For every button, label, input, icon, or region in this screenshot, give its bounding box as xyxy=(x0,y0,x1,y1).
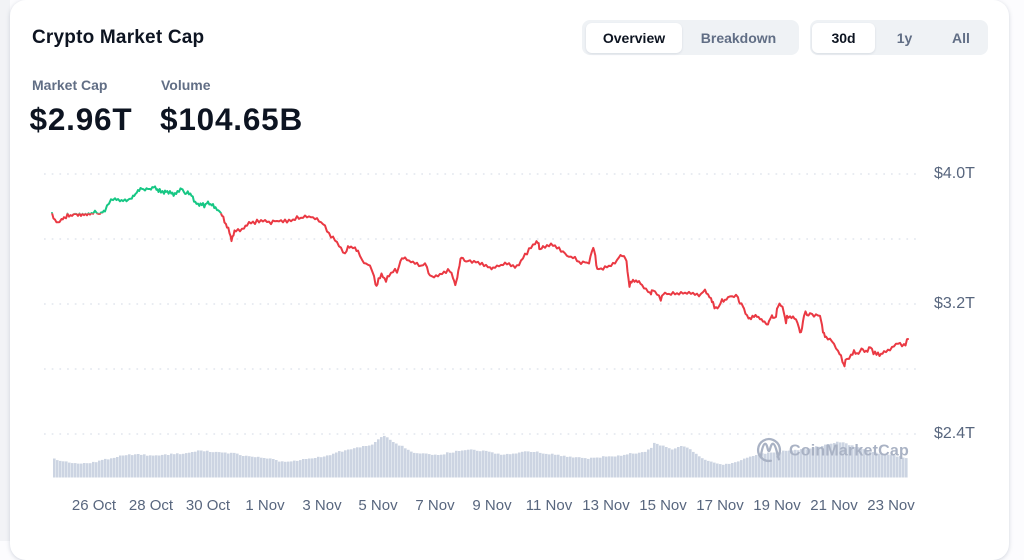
svg-text:CoinMarketCap: CoinMarketCap xyxy=(789,443,909,460)
